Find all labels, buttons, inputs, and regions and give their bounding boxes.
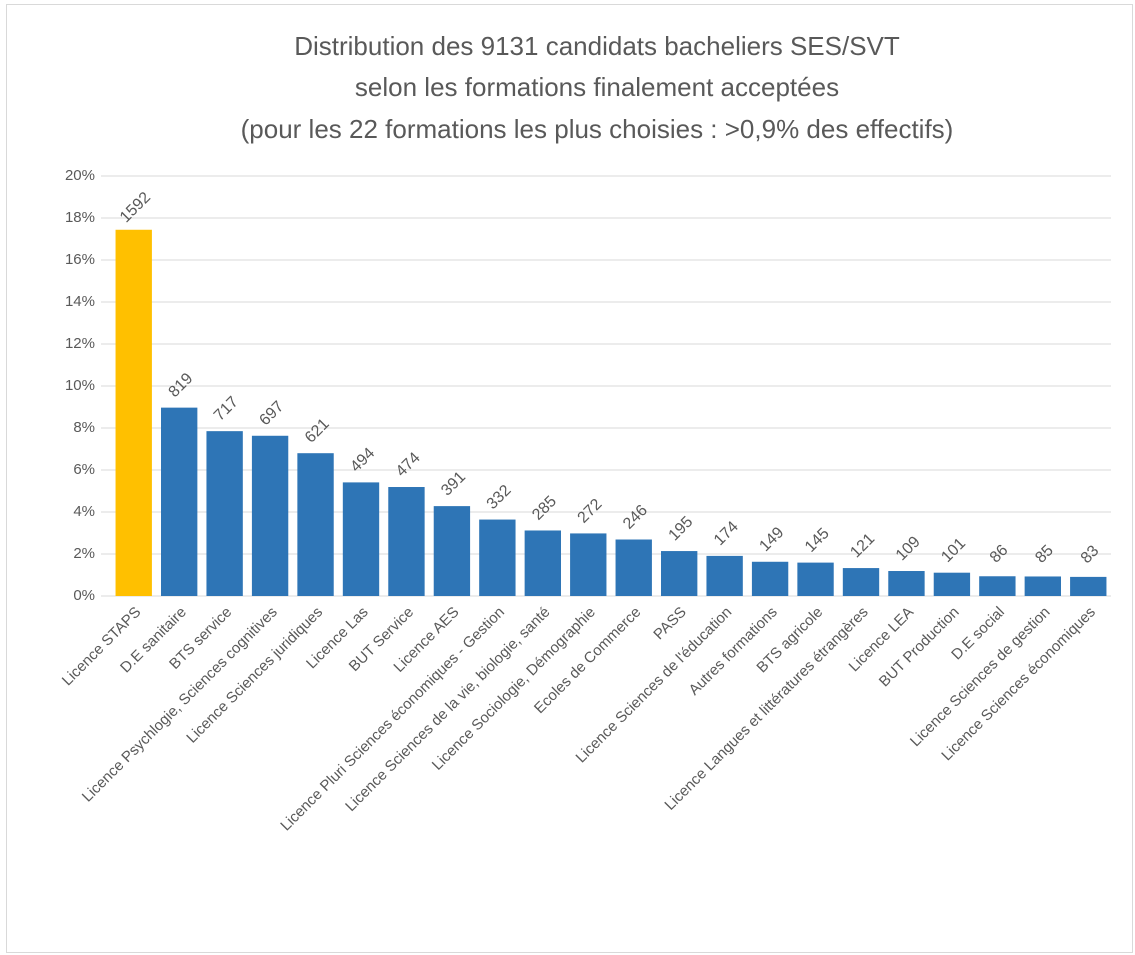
- bar: [751, 561, 789, 596]
- y-tick-label: 14%: [65, 293, 95, 310]
- bar: [979, 576, 1016, 596]
- y-tick-label: 20%: [65, 167, 95, 184]
- bar: [888, 571, 925, 596]
- bar: [661, 551, 698, 596]
- chart-title: selon les formations finalement acceptée…: [355, 72, 839, 102]
- bar: [842, 568, 880, 596]
- y-tick-label: 6%: [73, 461, 95, 478]
- bar: [115, 229, 152, 596]
- y-tick-label: 8%: [73, 419, 95, 436]
- bar: [797, 562, 834, 596]
- bar: [388, 487, 425, 596]
- bar: [161, 407, 198, 596]
- bar: [933, 572, 971, 596]
- bar: [251, 435, 289, 596]
- bar: [479, 519, 516, 596]
- bar: [570, 533, 607, 596]
- y-tick-label: 10%: [65, 377, 95, 394]
- y-tick-label: 16%: [65, 251, 95, 268]
- bar: [1024, 576, 1061, 596]
- bar: [206, 431, 243, 596]
- y-tick-label: 12%: [65, 335, 95, 352]
- bar: [615, 539, 652, 596]
- bar: [433, 506, 471, 596]
- bar: [706, 555, 743, 596]
- bar: [1070, 576, 1107, 596]
- y-tick-label: 0%: [73, 587, 95, 604]
- bar: [342, 482, 380, 596]
- y-tick-label: 18%: [65, 209, 95, 226]
- y-tick-label: 4%: [73, 503, 95, 520]
- bar: [297, 453, 334, 596]
- bar: [524, 530, 561, 596]
- chart-title: Distribution des 9131 candidats bachelie…: [294, 31, 900, 61]
- chart-title: (pour les 22 formations les plus choisie…: [241, 114, 954, 144]
- y-tick-label: 2%: [73, 545, 95, 562]
